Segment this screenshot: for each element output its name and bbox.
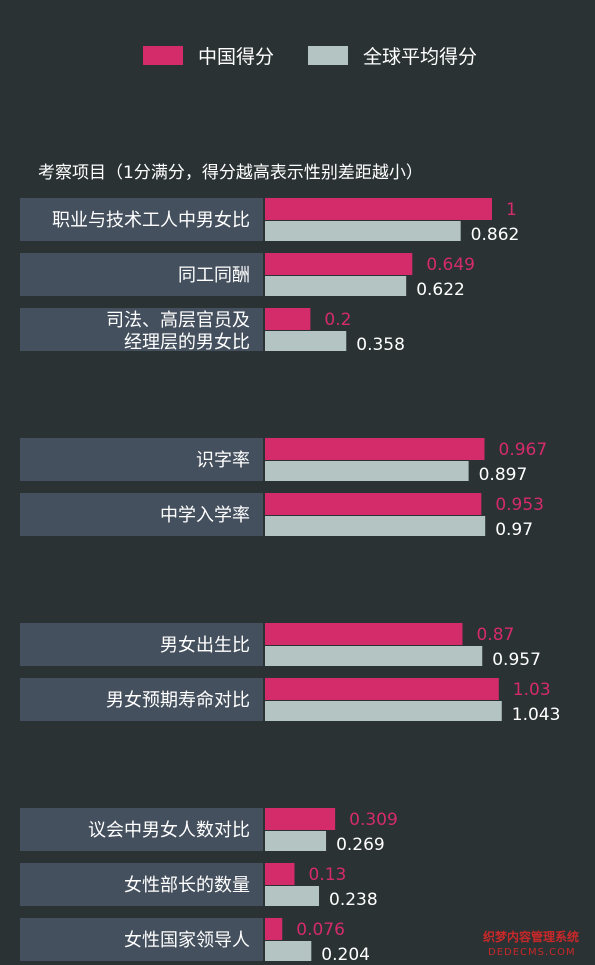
- category-label: 男女出生比: [160, 635, 250, 656]
- category-label: 女性国家领导人: [124, 930, 250, 951]
- watermark: 织梦内容管理系统 DEDECMS.COM: [483, 929, 579, 958]
- bars-layer: 职业与技术工人中男女比 1 0.862 同工同酬 0.649 0.622 司法、高层官员及经…: [20, 198, 560, 965]
- bar-china: [265, 918, 283, 940]
- bar-china: [265, 678, 499, 700]
- value-label-global: 0.269: [336, 835, 385, 855]
- bar-china: [265, 623, 463, 645]
- value-label-china: 0.2: [324, 310, 351, 330]
- value-label-china: 1.03: [513, 680, 551, 700]
- value-label-china: 0.309: [349, 810, 398, 830]
- category-label: 议会中男女人数对比: [88, 820, 250, 841]
- value-label-china: 0.967: [499, 440, 548, 460]
- category-label-box: [20, 623, 263, 666]
- category-label: 同工同酬: [178, 265, 250, 286]
- bar-global: [265, 461, 469, 481]
- value-label-china: 0.87: [476, 625, 514, 645]
- value-label-china: 0.649: [426, 255, 475, 275]
- category-label-box: [20, 493, 263, 536]
- bar-china: [265, 253, 413, 275]
- bar-global: [265, 276, 407, 296]
- bar-global: [265, 221, 461, 241]
- value-label-global: 0.204: [321, 945, 370, 965]
- bar-global: [265, 941, 312, 961]
- value-label-global: 0.897: [479, 465, 528, 485]
- watermark-line1: 织梦内容管理系统: [483, 929, 579, 944]
- value-label-china: 0.953: [495, 495, 544, 515]
- category-label: 经理层的男女比: [124, 332, 250, 353]
- legend: 中国得分 全球平均得分: [143, 46, 477, 68]
- value-label-global: 0.358: [356, 335, 405, 355]
- category-label-box: [20, 438, 263, 481]
- legend-label-global: 全球平均得分: [363, 46, 477, 68]
- bar-global: [265, 831, 327, 851]
- bar-china: [265, 493, 482, 515]
- value-label-china: 0.13: [309, 865, 347, 885]
- category-label: 男女预期寿命对比: [106, 690, 250, 711]
- category-label-box: [20, 198, 263, 241]
- value-label-global: 0.862: [471, 225, 520, 245]
- watermark-line2: DEDECMS.COM: [488, 947, 576, 958]
- bar-global: [265, 646, 483, 666]
- category-label: 中学入学率: [160, 505, 250, 526]
- category-label-box: [20, 253, 263, 296]
- category-label: 司法、高层官员及: [106, 310, 250, 331]
- value-label-global: 0.622: [416, 280, 465, 300]
- value-label-china: 0.076: [296, 920, 345, 940]
- bar-china: [265, 438, 485, 460]
- legend-swatch-china: [143, 46, 183, 65]
- chart-subtitle: 考察项目（1分满分，得分越高表示性别差距越小）: [38, 163, 423, 183]
- bar-global: [265, 331, 347, 351]
- value-label-global: 0.957: [492, 650, 541, 670]
- category-label-box: [20, 918, 263, 961]
- category-label: 职业与技术工人中男女比: [52, 210, 250, 231]
- bar-global: [265, 516, 486, 536]
- value-label-global: 1.043: [512, 705, 561, 725]
- legend-label-china: 中国得分: [198, 46, 274, 68]
- value-label-china: 1: [506, 200, 517, 220]
- category-label-box: [20, 863, 263, 906]
- category-label: 女性部长的数量: [124, 875, 250, 896]
- category-label-box: [20, 678, 263, 721]
- category-label-box: [20, 808, 263, 851]
- bar-china: [265, 808, 336, 830]
- bar-global: [265, 886, 320, 906]
- category-label: 识字率: [196, 450, 250, 471]
- bar-china: [265, 863, 295, 885]
- bar-china: [265, 198, 492, 220]
- category-label-box: [20, 308, 263, 351]
- value-label-global: 0.97: [495, 520, 533, 540]
- bar-global: [265, 701, 502, 721]
- legend-swatch-global: [308, 46, 348, 65]
- bar-china: [265, 308, 311, 330]
- value-label-global: 0.238: [329, 890, 378, 910]
